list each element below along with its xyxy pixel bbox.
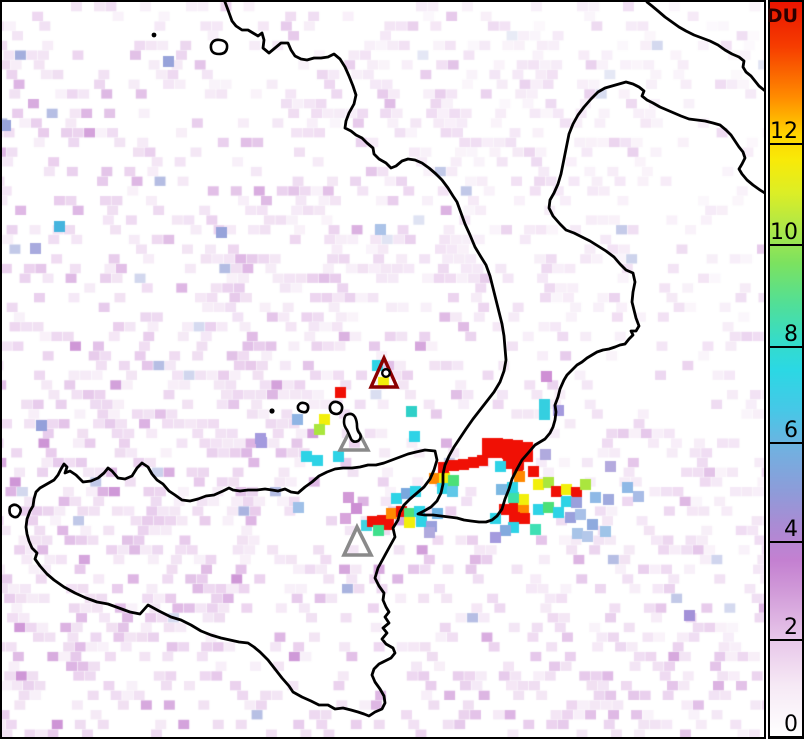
colorbar-unit-label: DU — [766, 5, 798, 27]
colorbar-tick-mark — [770, 541, 802, 543]
islet-ring-2 — [296, 401, 310, 414]
red-triangle-marker-icon — [368, 353, 400, 389]
coastline-sicily-outline — [24, 448, 439, 718]
colorbar-tick-mark — [770, 346, 802, 348]
colorbar-tick-mark — [770, 143, 802, 145]
map-overlay — [8, 2, 764, 718]
colorbar-tick-label: 4 — [784, 517, 798, 542]
colorbar-tick-label: 10 — [770, 220, 798, 245]
colorbar-tick-label: 8 — [784, 322, 798, 347]
coastlines — [24, 2, 764, 718]
colorbar-tick-label: 2 — [784, 615, 798, 640]
coastline-northeast-coast — [645, 2, 764, 92]
colorbar-tick-mark — [770, 442, 802, 444]
map-area — [0, 0, 766, 739]
islet-dot-1 — [151, 32, 157, 38]
colorbar-tick-mark — [770, 244, 802, 246]
islands — [8, 32, 362, 519]
volcano-markers — [337, 353, 400, 557]
coastline-calabria-outline — [223, 2, 764, 524]
colorbar-tick-mark — [770, 736, 802, 738]
colorbar-tick-label: 0 — [784, 712, 798, 737]
colorbar: DU 12 10 8 6 4 2 0 — [766, 0, 804, 739]
gray-triangle-marker-2-icon — [341, 522, 374, 557]
colorbar-tick-label: 6 — [784, 418, 798, 443]
islet-blob-2 — [8, 503, 22, 519]
islet-ring-3 — [328, 400, 344, 416]
islet-ring-1 — [209, 38, 229, 56]
vent-circle-icon — [381, 368, 392, 379]
colorbar-tick-mark — [770, 639, 802, 641]
colorbar-tick-label: 12 — [770, 119, 798, 144]
islet-blob-1 — [342, 412, 362, 443]
islet-dot-2 — [269, 408, 275, 414]
